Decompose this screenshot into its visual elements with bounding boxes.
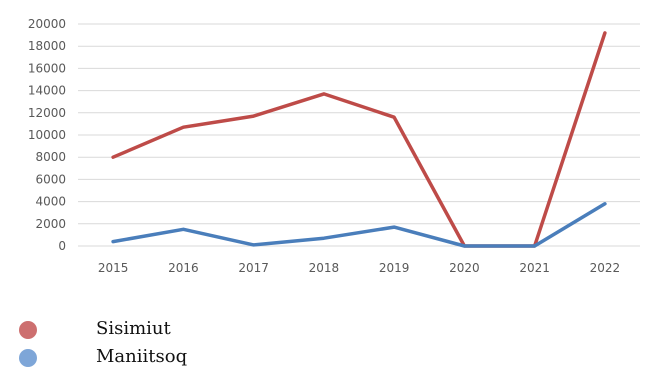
y-tick-label: 18000 <box>28 39 66 53</box>
legend: Sisimiut Maniitsoq <box>0 316 646 372</box>
y-tick-label: 2000 <box>35 217 66 231</box>
legend-marker-maniitsoq <box>19 349 37 367</box>
series-line-maniitsoq <box>111 202 607 248</box>
x-tick-label: 2017 <box>238 261 269 275</box>
y-tick-label: 10000 <box>28 128 66 142</box>
x-tick-label: 2016 <box>168 261 199 275</box>
x-tick-label: 2021 <box>519 261 550 275</box>
series-line-sisimiut <box>111 31 607 248</box>
y-axis-ticks: 0 2000 4000 6000 8000 10000 12000 14000 16000 180… <box>28 17 66 253</box>
y-tick-label: 16000 <box>28 61 66 75</box>
y-tick-label: 0 <box>58 239 66 253</box>
x-tick-label: 2020 <box>449 261 480 275</box>
x-tick-label: 2015 <box>98 261 129 275</box>
legend-label-maniitsoq: Maniitsoq <box>96 346 188 367</box>
line-chart: 0 2000 4000 6000 8000 10000 12000 14000 16000 180… <box>28 17 640 275</box>
legend-marker-sisimiut <box>19 321 37 339</box>
y-tick-label: 12000 <box>28 106 66 120</box>
y-tick-label: 4000 <box>35 195 66 209</box>
legend-item-sisimiut: Sisimiut <box>0 316 646 344</box>
legend-label-sisimiut: Sisimiut <box>96 318 171 339</box>
y-tick-label: 14000 <box>28 84 66 98</box>
x-tick-label: 2022 <box>590 261 621 275</box>
x-tick-label: 2018 <box>309 261 340 275</box>
series-lines <box>111 31 607 248</box>
x-tick-label: 2019 <box>379 261 410 275</box>
y-tick-label: 20000 <box>28 17 66 31</box>
legend-item-maniitsoq: Maniitsoq <box>0 344 646 372</box>
x-axis-ticks: 2015 2016 2017 2018 2019 2020 2021 2022 <box>98 261 620 275</box>
gridlines <box>78 23 640 247</box>
y-tick-label: 6000 <box>35 172 66 186</box>
y-tick-label: 8000 <box>35 150 66 164</box>
